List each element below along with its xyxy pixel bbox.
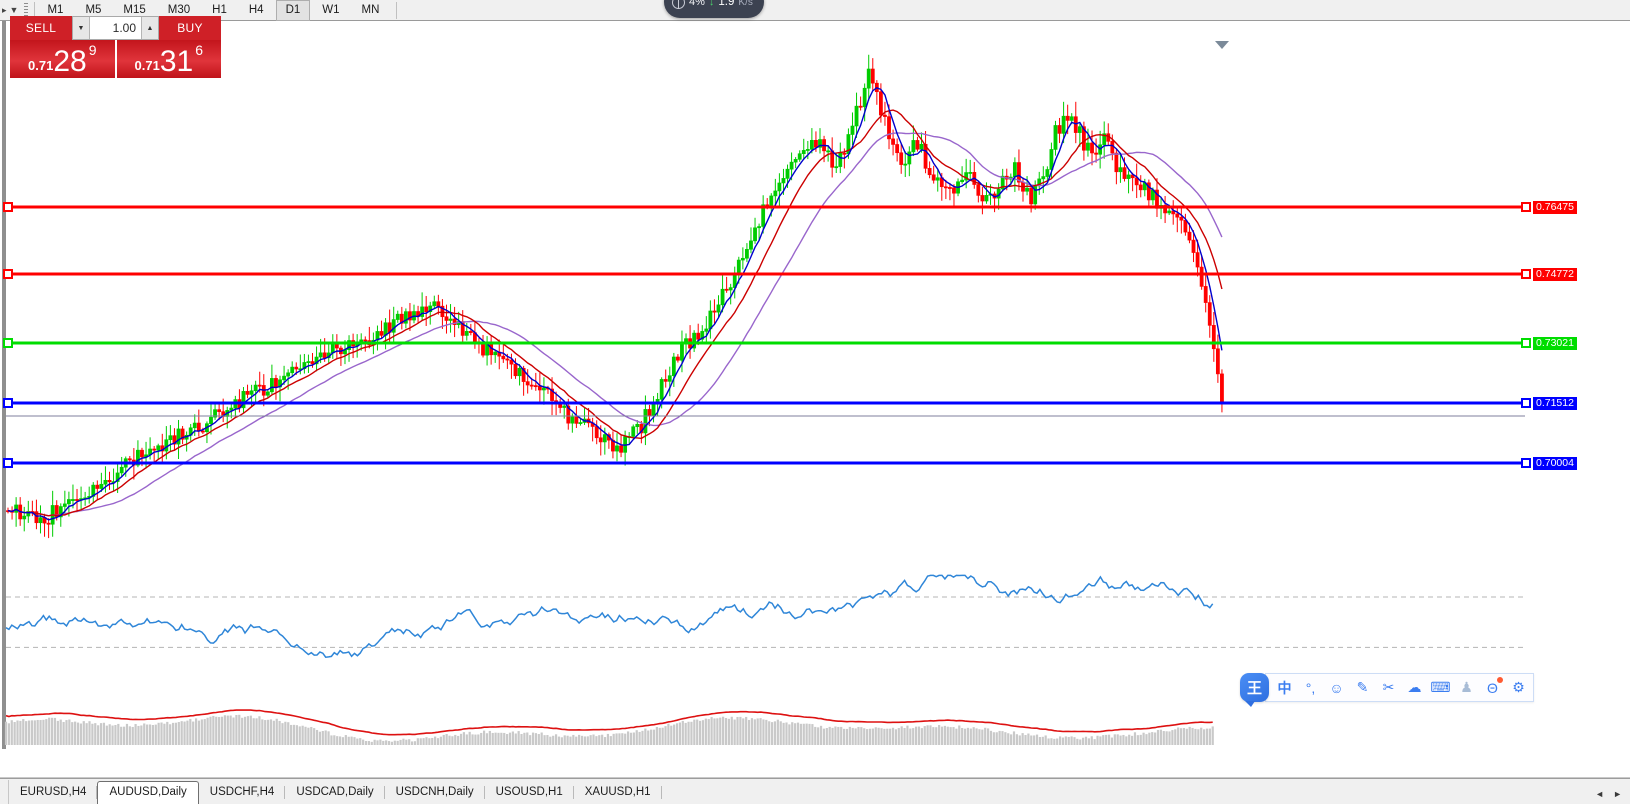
horizontal-price-lines <box>3 202 1531 468</box>
ime-icon-row: 中 °, ☺ ✎ ✂ ☁ ⌨ ♟ Θ ⚙ <box>1265 673 1534 702</box>
toolbar-divider <box>34 1 36 19</box>
scissors-icon[interactable]: ✂ <box>1382 679 1395 695</box>
download-arrow-icon: ↓ <box>708 0 715 8</box>
chart-tab-usdcad-daily[interactable]: USDCAD,Daily <box>285 781 386 804</box>
skin-shirt-icon[interactable]: Θ <box>1484 677 1503 696</box>
ma-mid-series <box>7 109 1223 517</box>
timeframe-h4[interactable]: H4 <box>248 3 264 16</box>
volume-input[interactable]: 1.00 <box>90 17 141 39</box>
price-label-resistance[interactable]: 0.74772 <box>1533 268 1577 281</box>
network-speed-unit: K/s <box>738 0 753 8</box>
toolbar-divider-end <box>396 1 398 19</box>
oct-controls-row: SELL ▼ 1.00 ▲ BUY <box>10 16 221 40</box>
network-speed-value: 1.9 <box>718 0 735 8</box>
sell-price-sup: 9 <box>88 42 97 58</box>
chart-tab-bar: EURUSD,H4 AUDUSD,Daily USDCHF,H4 USDCAD,Dai… <box>0 778 1630 804</box>
globe-icon <box>672 0 685 9</box>
tab-next-button[interactable]: ► <box>1613 789 1622 799</box>
caret-up-icon[interactable]: ▲ <box>141 17 158 39</box>
tab-prev-button[interactable]: ◄ <box>1595 789 1605 799</box>
keyboard-icon[interactable]: ⌨ <box>1430 679 1451 695</box>
ime-floating-toolbar[interactable]: 王 中 °, ☺ ✎ ✂ ☁ ⌨ ♟ Θ ⚙ <box>1240 672 1534 707</box>
tabbar-grip-icon[interactable] <box>0 780 9 804</box>
one-click-trading-panel[interactable]: SELL ▼ 1.00 ▲ BUY 0.71 28 9 0.71 31 6 <box>10 16 221 78</box>
chart-bottom-divider <box>0 777 1630 778</box>
network-speed-pill[interactable]: 4% ↓ 1.9 K/s <box>664 0 764 18</box>
chinese-mode-icon[interactable]: 中 <box>1277 679 1292 696</box>
buy-price-display[interactable]: 0.71 31 6 <box>116 40 221 78</box>
chart-tab-usdchf-h4[interactable]: USDCHF,H4 <box>199 781 286 804</box>
cpu-percent: 4% <box>689 0 705 8</box>
timeframe-list: M1 M5 M15 M30 H1 H4 D1 W1 MN <box>36 0 390 21</box>
tab-nav-controls[interactable]: ◄ ► <box>1587 789 1630 804</box>
toolbar-overflow-controls[interactable]: ▸ ▼ <box>0 0 22 20</box>
buy-price-sup: 6 <box>195 42 203 58</box>
oct-price-row: 0.71 28 9 0.71 31 6 <box>10 40 221 78</box>
chevron-down-icon[interactable]: ▼ <box>9 4 19 15</box>
sell-price-prefix: 0.71 <box>28 58 54 73</box>
chart-tab-xauusd-h1[interactable]: XAUUSD,H1 <box>574 781 662 804</box>
emoji-icon[interactable]: ☺ <box>1329 679 1344 696</box>
price-label-support[interactable]: 0.70004 <box>1533 457 1577 470</box>
oscillator-panel <box>5 574 1525 658</box>
down-triangle-marker <box>1215 41 1229 49</box>
buy-price-prefix: 0.71 <box>134 58 160 73</box>
timeframe-m5[interactable]: M5 <box>85 3 102 16</box>
timeframe-mn[interactable]: MN <box>361 3 380 16</box>
price-chart-svg <box>3 54 1531 745</box>
cloud-icon[interactable]: ☁ <box>1407 679 1422 695</box>
pen-icon[interactable]: ✎ <box>1356 679 1369 695</box>
caret-down-icon[interactable]: ▼ <box>73 17 90 39</box>
candlestick-series <box>6 54 1224 539</box>
chart-tab-usdcnh-daily[interactable]: USDCNH,Daily <box>385 781 485 804</box>
ma-slow-series <box>7 132 1223 517</box>
sogou-logo-icon[interactable]: 王 <box>1240 673 1269 707</box>
chart-tab-list: EURUSD,H4 AUDUSD,Daily USDCHF,H4 USDCAD,Dai… <box>9 781 662 804</box>
chart-tab-eurusd-h4[interactable]: EURUSD,H4 <box>9 781 98 804</box>
timeframe-m15[interactable]: M15 <box>123 3 146 16</box>
histogram-panel <box>4 709 1214 745</box>
timeframe-h1[interactable]: H1 <box>212 3 227 16</box>
volume-stepper[interactable]: ▼ 1.00 ▲ <box>72 16 159 40</box>
timeframe-d1[interactable]: D1 <box>275 0 311 21</box>
sell-button[interactable]: SELL <box>10 16 72 40</box>
timeframe-m1[interactable]: M1 <box>47 3 64 16</box>
chart-canvas[interactable]: 0.76475 0.74772 0.73021 0.71512 0.70004 <box>0 21 1630 749</box>
sell-price-main: 28 <box>53 45 87 78</box>
chart-tab-usousd-h1[interactable]: USOUSD,H1 <box>485 781 574 804</box>
notification-dot <box>1497 677 1503 683</box>
sell-price-display[interactable]: 0.71 28 9 <box>10 40 115 78</box>
chart-left-scale-rail <box>2 21 6 749</box>
timeframe-w1[interactable]: W1 <box>322 3 340 16</box>
price-label-support[interactable]: 0.71512 <box>1533 397 1577 410</box>
buy-price-main: 31 <box>159 45 194 78</box>
punctuation-icon[interactable]: °, <box>1305 679 1316 696</box>
toolbar-left-arrow-icon[interactable]: ▸ <box>2 4 7 15</box>
timeframe-m30[interactable]: M30 <box>167 3 191 16</box>
buy-button[interactable]: BUY <box>159 16 221 40</box>
gear-icon[interactable]: ⚙ <box>1512 679 1525 695</box>
price-label-resistance[interactable]: 0.76475 <box>1533 201 1577 214</box>
user-icon[interactable]: ♟ <box>1460 679 1473 695</box>
price-label-target[interactable]: 0.73021 <box>1533 337 1577 350</box>
ma-fast-series <box>7 87 1223 521</box>
timeframe-toolbar: ▸ ▼ M1 M5 M15 M30 H1 H4 D1 W1 MN <box>0 0 1630 21</box>
chart-tab-audusd-daily[interactable]: AUDUSD,Daily <box>97 781 199 804</box>
drag-grip-icon[interactable] <box>24 2 29 18</box>
